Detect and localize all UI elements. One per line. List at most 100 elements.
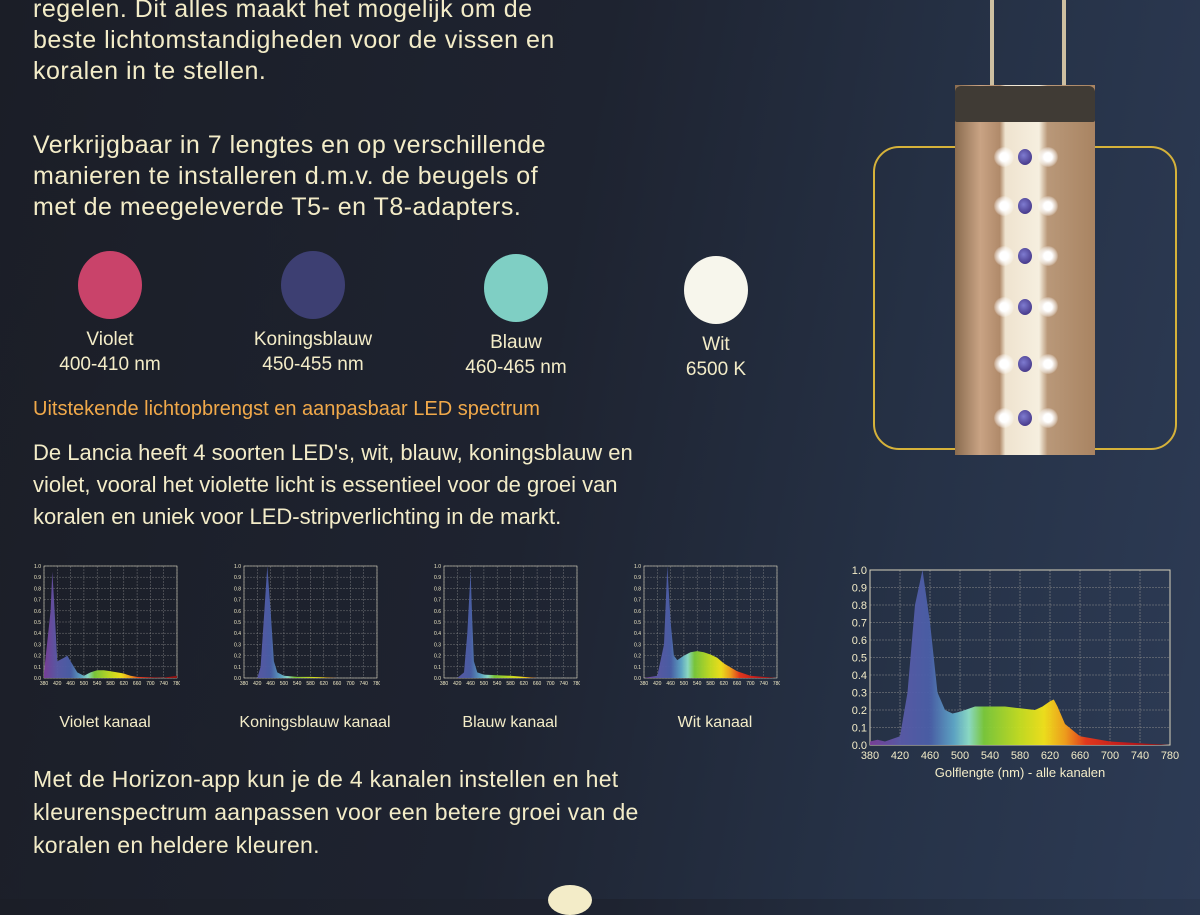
chart-all-channels: 0.0 0.1 0.2 0.3 0.4 0.5 0.6 0.7 0.8 0.9 1.0 380 420 4…	[830, 560, 1190, 790]
rgb-led-icon	[1018, 149, 1032, 165]
svg-text:0.0: 0.0	[634, 676, 641, 682]
led-strip-fixture	[955, 85, 1095, 455]
svg-text:540: 540	[293, 681, 302, 687]
text-line: Verkrijgbaar in 7 lengtes en op verschil…	[33, 131, 547, 159]
intro-paragraph-1: regelen. Dit alles maakt het mogelijk om…	[33, 0, 638, 87]
svg-text:1.0: 1.0	[434, 564, 441, 570]
text-line: beste lichtomstandigheden voor de vissen…	[33, 26, 555, 54]
svg-text:0.8: 0.8	[434, 586, 441, 592]
svg-text:420: 420	[453, 681, 462, 687]
svg-text:620: 620	[320, 681, 329, 687]
svg-text:0.9: 0.9	[234, 575, 241, 581]
spectrum-chart: 0.0 0.1 0.2 0.3 0.4 0.5 0.6 0.7 0.8 0.9 1.0 380 420 4…	[434, 564, 581, 687]
text-line: koralen in te stellen.	[33, 57, 267, 85]
footer-paragraph: Met de Horizon-app kun je de 4 kanalen i…	[33, 763, 803, 862]
svg-text:0.8: 0.8	[852, 600, 867, 612]
chart-blauw: 0.0 0.1 0.2 0.3 0.4 0.5 0.6 0.7 0.8 0.9 1.0 380 420 4…	[430, 560, 581, 690]
svg-text:700: 700	[746, 681, 755, 687]
swatch-name: Violet	[86, 329, 134, 350]
svg-text:420: 420	[53, 681, 62, 687]
text-line: manieren te installeren d.m.v. de beugel…	[33, 162, 539, 190]
chart-violet: 0.0 0.1 0.2 0.3 0.4 0.5 0.6 0.7 0.8 0.9 1.0 380 420 4…	[30, 560, 181, 690]
chart-caption: Blauw kanaal	[462, 714, 558, 731]
svg-text:0.9: 0.9	[634, 575, 641, 581]
text-line: regelen. Dit alles maakt het mogelijk om…	[33, 0, 533, 23]
swatch-koningsblauw: Koningsblauw 450-455 nm	[233, 251, 393, 377]
svg-text:700: 700	[346, 681, 355, 687]
royal-blue-dot-icon	[281, 251, 345, 319]
svg-text:740: 740	[160, 681, 169, 687]
chart-koningsblauw: 0.0 0.1 0.2 0.3 0.4 0.5 0.6 0.7 0.8 0.9 1.0 380 420 4…	[230, 560, 381, 690]
svg-text:0.8: 0.8	[634, 586, 641, 592]
svg-text:700: 700	[146, 681, 155, 687]
svg-text:0.7: 0.7	[34, 598, 41, 604]
decorative-circle	[548, 885, 592, 915]
svg-text:0.2: 0.2	[852, 705, 867, 717]
svg-text:0.1: 0.1	[634, 665, 641, 671]
svg-text:620: 620	[520, 681, 529, 687]
svg-text:0.3: 0.3	[634, 642, 641, 648]
spectrum-chart: 0.0 0.1 0.2 0.3 0.4 0.5 0.6 0.7 0.8 0.9 1.0 380 420 4…	[634, 564, 781, 687]
svg-text:0.3: 0.3	[434, 642, 441, 648]
svg-text:0.2: 0.2	[234, 654, 241, 660]
svg-text:0.3: 0.3	[234, 642, 241, 648]
spectrum-chart: 0.0 0.1 0.2 0.3 0.4 0.5 0.6 0.7 0.8 0.9 1.0 380 420 4…	[34, 564, 181, 687]
svg-text:620: 620	[1041, 750, 1059, 762]
text-line: Met de Horizon-app kun je de 4 kanalen i…	[33, 766, 619, 792]
svg-text:0.6: 0.6	[634, 609, 641, 615]
section-body: De Lancia heeft 4 soorten LED's, wit, bl…	[33, 437, 803, 533]
svg-text:0.3: 0.3	[34, 642, 41, 648]
led-icon	[994, 147, 1014, 167]
led-icon	[994, 354, 1014, 374]
svg-text:0.2: 0.2	[634, 654, 641, 660]
svg-text:540: 540	[93, 681, 102, 687]
svg-text:380: 380	[40, 681, 49, 687]
svg-text:460: 460	[666, 681, 675, 687]
swatch-range: 450-455 nm	[262, 354, 364, 375]
svg-text:500: 500	[480, 681, 489, 687]
led-icon	[994, 408, 1014, 428]
svg-text:0.0: 0.0	[434, 676, 441, 682]
svg-text:0.6: 0.6	[434, 609, 441, 615]
svg-text:660: 660	[1071, 750, 1089, 762]
svg-text:0.5: 0.5	[34, 620, 41, 626]
svg-text:740: 740	[560, 681, 569, 687]
svg-text:740: 740	[1131, 750, 1149, 762]
led-icon	[1038, 246, 1058, 266]
led-icon	[994, 196, 1014, 216]
svg-text:540: 540	[493, 681, 502, 687]
rgb-led-icon	[1018, 248, 1032, 264]
led-icon	[1038, 354, 1058, 374]
svg-text:660: 660	[333, 681, 342, 687]
svg-text:660: 660	[133, 681, 142, 687]
spectrum-chart: 0.0 0.1 0.2 0.3 0.4 0.5 0.6 0.7 0.8 0.9 1.0 380 420 4…	[234, 564, 381, 687]
svg-text:0.6: 0.6	[34, 609, 41, 615]
svg-text:0.7: 0.7	[852, 618, 867, 630]
svg-text:380: 380	[440, 681, 449, 687]
led-icon	[1038, 196, 1058, 216]
section-heading: Uitstekende lichtopbrengst en aanpasbaar…	[33, 398, 540, 420]
svg-text:500: 500	[680, 681, 689, 687]
svg-text:460: 460	[66, 681, 75, 687]
svg-text:660: 660	[733, 681, 742, 687]
svg-text:0.2: 0.2	[434, 654, 441, 660]
svg-text:620: 620	[120, 681, 129, 687]
svg-text:700: 700	[546, 681, 555, 687]
svg-text:0.4: 0.4	[34, 631, 41, 637]
chart-caption: Violet kanaal	[59, 714, 151, 731]
svg-text:740: 740	[360, 681, 369, 687]
rgb-led-icon	[1018, 410, 1032, 426]
text-line: koralen en heldere kleuren.	[33, 832, 320, 858]
svg-text:620: 620	[720, 681, 729, 687]
svg-text:580: 580	[106, 681, 115, 687]
svg-text:780: 780	[173, 681, 180, 687]
svg-text:460: 460	[921, 750, 939, 762]
svg-text:0.1: 0.1	[852, 723, 867, 735]
svg-text:0.4: 0.4	[634, 631, 641, 637]
spectrum-chart: 0.0 0.1 0.2 0.3 0.4 0.5 0.6 0.7 0.8 0.9 1.0 380 420 4…	[852, 565, 1179, 780]
svg-text:0.3: 0.3	[852, 688, 867, 700]
end-cap	[955, 86, 1095, 122]
swatch-name: Blauw	[490, 332, 542, 353]
led-icon	[1038, 297, 1058, 317]
svg-text:0.9: 0.9	[34, 575, 41, 581]
